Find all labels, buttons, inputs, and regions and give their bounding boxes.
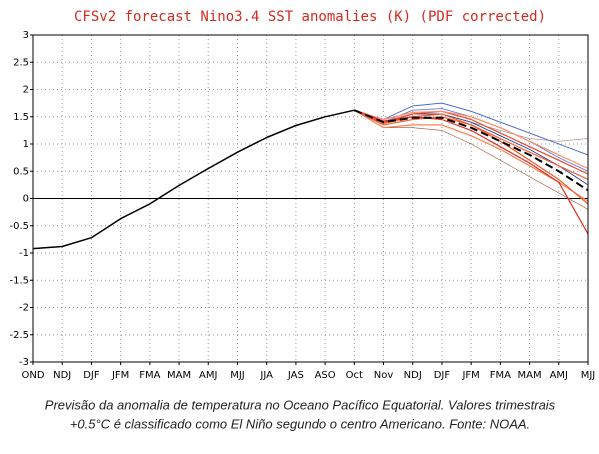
x-tick-label: MAM [518,370,542,381]
y-tick-label: -1 [19,248,29,259]
series-line [354,102,589,156]
x-tick-label: FMA [490,370,511,381]
x-tick-label: JFM [111,370,129,381]
x-tick-label: FMA [139,370,160,381]
x-tick-label: AMJ [550,370,568,381]
y-tick-label: 1.5 [13,112,29,123]
y-tick-label: 2.5 [13,57,29,68]
y-tick-label: 0 [23,194,29,205]
x-tick-label: NDJ [404,370,422,381]
plot-frame [32,34,589,363]
series-line [32,109,355,250]
x-tick-label: DJF [434,370,451,381]
y-tick-label: -2 [19,303,29,314]
caption-line: +0.5°C é classificado como El Niño segun… [70,416,530,431]
series-line [353,109,589,202]
y-tick-label: -0.5 [9,221,29,232]
y-tick-label: 0.5 [13,166,29,177]
x-tick-label: AMJ [199,370,217,381]
x-tick-label: ASO [315,370,336,381]
series-line [354,109,589,235]
x-tick-label: NDJ [53,370,71,381]
chart-title: CFSv2 forecast Nino3.4 SST anomalies (K)… [74,9,546,25]
caption-line: Previsão da anomalia de temperatura no O… [45,397,556,412]
x-tick-label: JAS [287,370,304,381]
x-tick-label: JJA [259,370,273,381]
x-tick-label: MJJ [230,370,245,381]
x-tick-label: DJF [83,370,100,381]
y-tick-label: 3 [23,30,29,41]
x-tick-label: Nov [374,370,394,381]
x-tick-label: OND [21,370,44,381]
x-tick-label: Oct [346,370,363,381]
series-line [353,109,589,192]
y-tick-label: -3 [19,357,29,368]
y-tick-label: -1.5 [9,275,29,286]
series-line [354,109,589,210]
series-line [354,109,589,142]
series-line [354,109,589,170]
x-tick-label: MJJ [581,370,596,381]
x-tick-label: JFM [461,370,479,381]
y-tick-label: -2.5 [9,330,29,341]
y-tick-label: 1 [23,139,29,150]
y-tick-label: 2 [23,85,29,96]
x-tick-label: MAM [167,370,191,381]
